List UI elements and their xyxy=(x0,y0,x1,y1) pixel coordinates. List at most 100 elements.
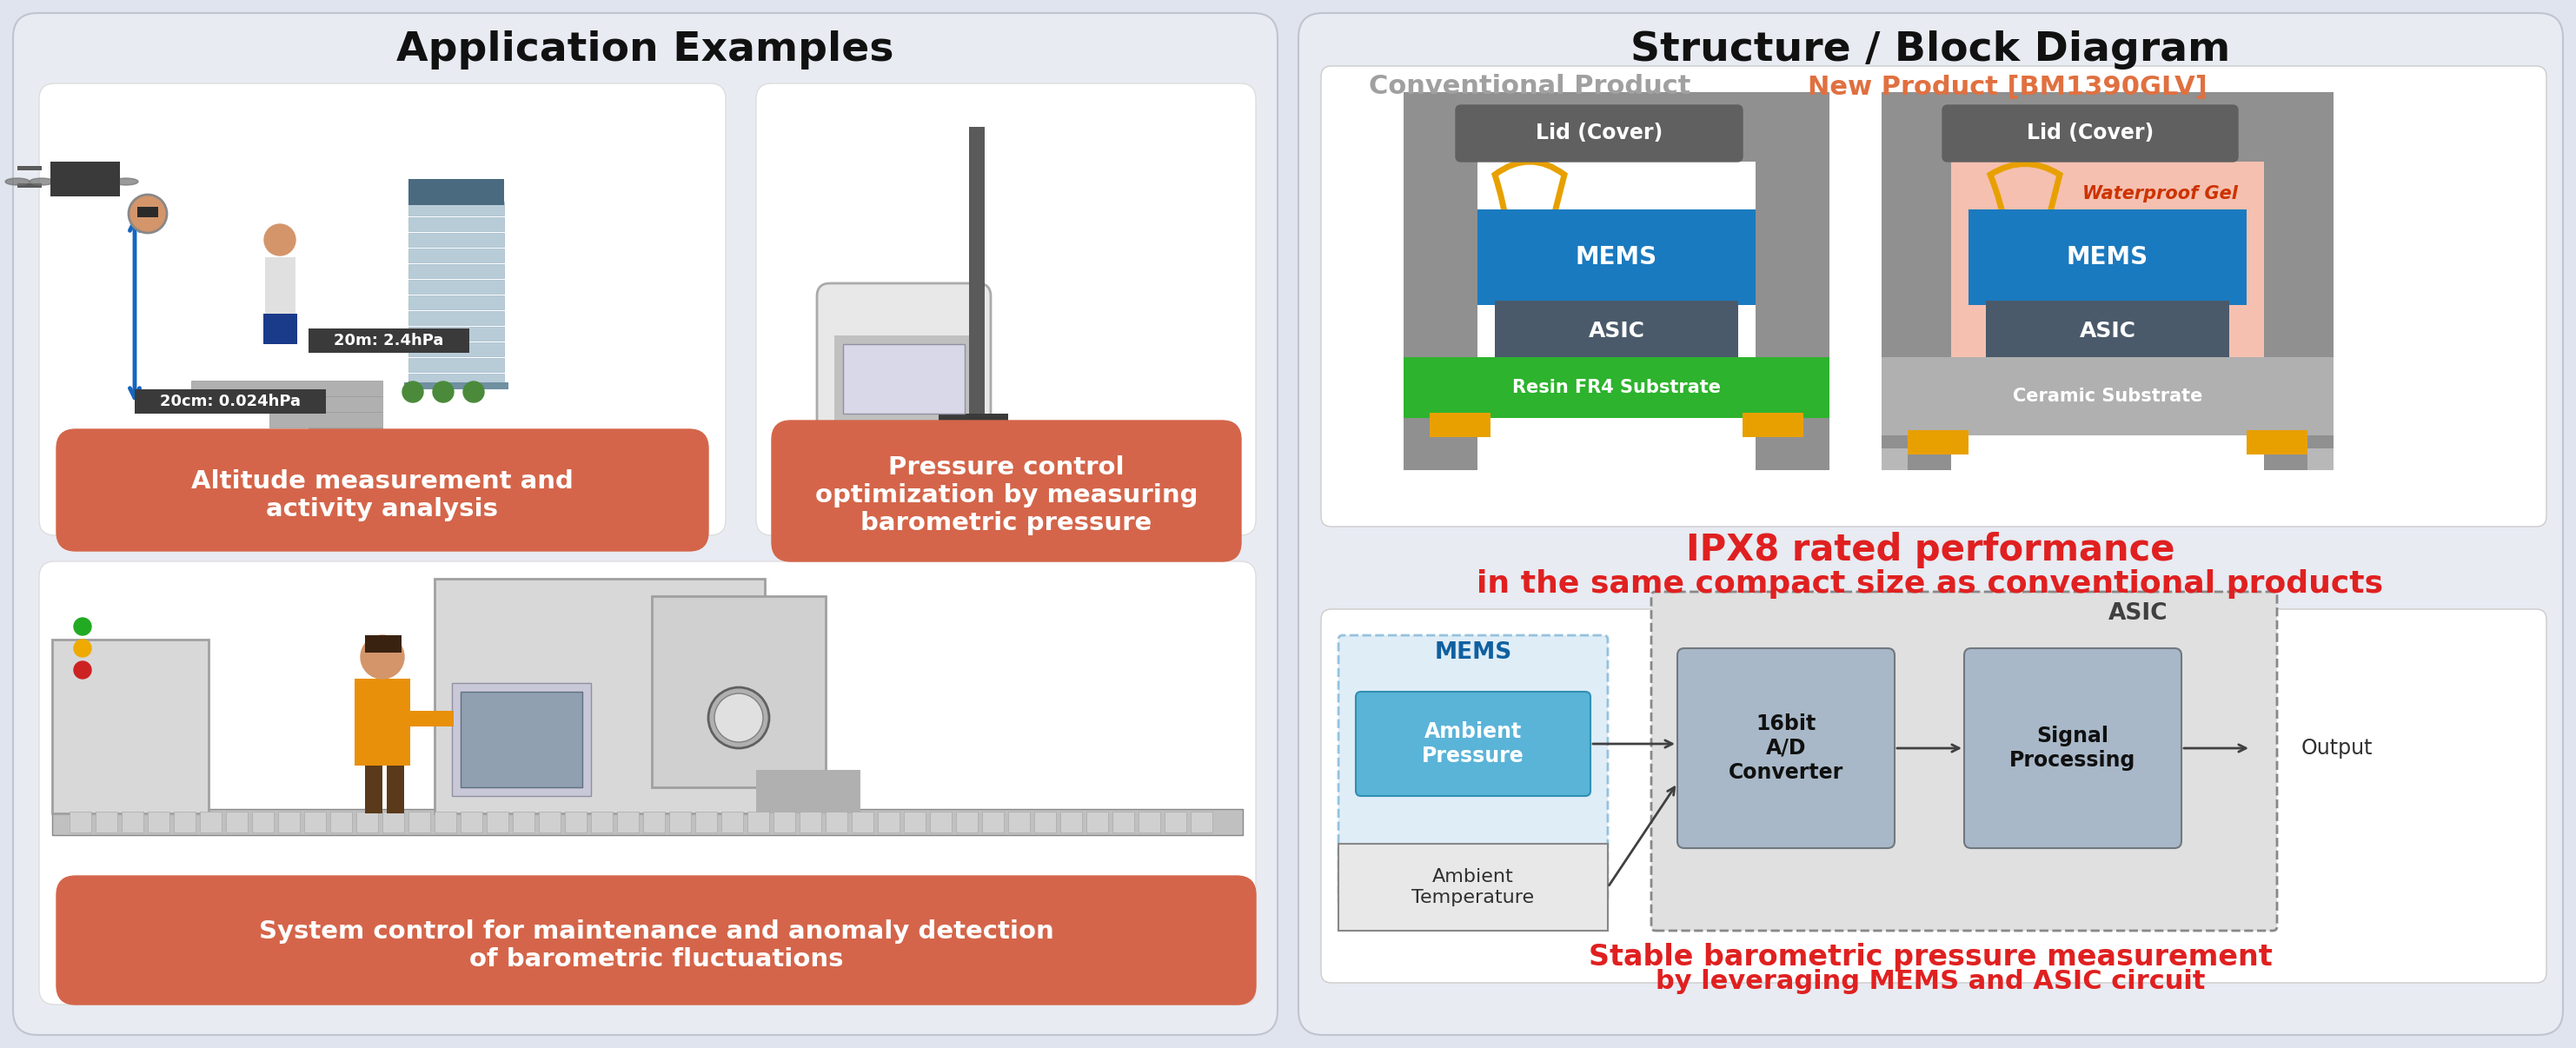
Text: 20m: 2.4hPa: 20m: 2.4hPa xyxy=(332,333,443,349)
Bar xyxy=(564,811,587,832)
Bar xyxy=(410,248,505,262)
Bar xyxy=(52,639,209,813)
Bar xyxy=(2308,449,2334,471)
Bar xyxy=(1880,123,1950,471)
Bar xyxy=(18,183,41,188)
Bar xyxy=(147,811,170,832)
Bar xyxy=(52,809,1242,835)
Bar xyxy=(451,683,590,796)
Bar xyxy=(309,428,381,443)
Text: Conventional Product: Conventional Product xyxy=(1368,74,1690,100)
Bar xyxy=(410,327,505,341)
Bar xyxy=(95,811,118,832)
Bar xyxy=(410,343,505,356)
Bar xyxy=(938,414,1007,440)
Bar xyxy=(265,257,296,318)
Bar xyxy=(721,811,742,832)
Text: Lid (Cover): Lid (Cover) xyxy=(1535,123,1662,144)
Ellipse shape xyxy=(95,178,118,185)
Bar xyxy=(969,127,984,440)
Bar xyxy=(82,183,106,188)
Bar xyxy=(355,811,379,832)
Bar xyxy=(1757,123,1829,471)
Bar xyxy=(404,383,507,389)
Bar xyxy=(435,811,456,832)
Text: IPX8 rated performance: IPX8 rated performance xyxy=(1685,531,2174,568)
Text: Ceramic Substrate: Ceramic Substrate xyxy=(2012,388,2202,405)
Circle shape xyxy=(75,639,90,657)
FancyBboxPatch shape xyxy=(39,562,1257,1005)
Text: in the same compact size as conventional products: in the same compact size as conventional… xyxy=(1476,569,2383,598)
Bar xyxy=(252,811,273,832)
Bar xyxy=(278,811,299,832)
Bar xyxy=(1968,210,2246,305)
Bar xyxy=(1404,92,1829,166)
Bar xyxy=(410,201,505,216)
Bar xyxy=(386,761,404,813)
Bar xyxy=(1430,413,1492,437)
Circle shape xyxy=(75,661,90,679)
Text: New Product [BM1390GLV]: New Product [BM1390GLV] xyxy=(1808,74,2208,100)
Bar xyxy=(538,811,562,832)
Text: Stable barometric pressure measurement: Stable barometric pressure measurement xyxy=(1589,942,2272,971)
Text: Signal
Processing: Signal Processing xyxy=(2009,725,2136,770)
Text: Output: Output xyxy=(2300,738,2372,759)
Text: MEMS: MEMS xyxy=(1435,641,1512,663)
Text: Lid (Cover): Lid (Cover) xyxy=(2027,123,2154,144)
FancyBboxPatch shape xyxy=(773,420,1242,562)
Circle shape xyxy=(265,224,296,256)
Bar xyxy=(355,679,410,766)
Text: ASIC: ASIC xyxy=(1589,321,1643,342)
Text: ASIC: ASIC xyxy=(2107,603,2169,625)
Bar xyxy=(1087,811,1108,832)
FancyBboxPatch shape xyxy=(1355,692,1589,796)
Bar xyxy=(348,443,381,459)
Text: 16bit
A/D
Converter: 16bit A/D Converter xyxy=(1728,714,1844,783)
Bar xyxy=(366,635,402,653)
Bar xyxy=(410,374,505,388)
Bar xyxy=(827,811,848,832)
Text: Resin FR4 Substrate: Resin FR4 Substrate xyxy=(1512,379,1721,396)
Bar xyxy=(799,811,822,832)
Circle shape xyxy=(433,381,453,402)
FancyBboxPatch shape xyxy=(1963,649,2182,848)
Bar xyxy=(1404,357,1829,418)
Circle shape xyxy=(129,195,167,233)
Bar xyxy=(618,811,639,832)
FancyBboxPatch shape xyxy=(1340,635,1607,904)
Circle shape xyxy=(75,618,90,635)
Bar xyxy=(410,280,505,293)
Bar xyxy=(70,811,90,832)
Ellipse shape xyxy=(113,178,139,185)
FancyBboxPatch shape xyxy=(1455,105,1741,161)
Bar xyxy=(134,389,327,414)
Bar xyxy=(366,761,381,813)
Bar xyxy=(853,811,873,832)
Bar xyxy=(652,596,827,787)
Bar xyxy=(173,811,196,832)
Ellipse shape xyxy=(70,178,95,185)
Bar xyxy=(227,811,247,832)
Text: Ambient
Temperature: Ambient Temperature xyxy=(1412,869,1535,907)
Circle shape xyxy=(402,381,422,402)
Bar xyxy=(904,811,925,832)
FancyBboxPatch shape xyxy=(1942,105,2239,161)
Bar xyxy=(1033,811,1056,832)
Ellipse shape xyxy=(28,178,54,185)
Bar xyxy=(773,811,796,832)
Bar xyxy=(1950,161,2264,414)
Bar xyxy=(330,811,353,832)
Bar xyxy=(878,811,899,832)
Bar xyxy=(696,811,716,832)
Text: Application Examples: Application Examples xyxy=(397,30,894,70)
Bar xyxy=(981,811,1005,832)
Bar xyxy=(461,811,482,832)
Bar xyxy=(1139,811,1159,832)
Circle shape xyxy=(464,381,484,402)
Bar xyxy=(956,811,979,832)
Bar xyxy=(435,578,765,813)
Bar xyxy=(1061,811,1082,832)
Text: Pressure control
optimization by measuring
barometric pressure: Pressure control optimization by measuri… xyxy=(814,455,1198,536)
Bar xyxy=(410,233,505,246)
Text: 20cm: 0.024hPa: 20cm: 0.024hPa xyxy=(160,394,301,410)
